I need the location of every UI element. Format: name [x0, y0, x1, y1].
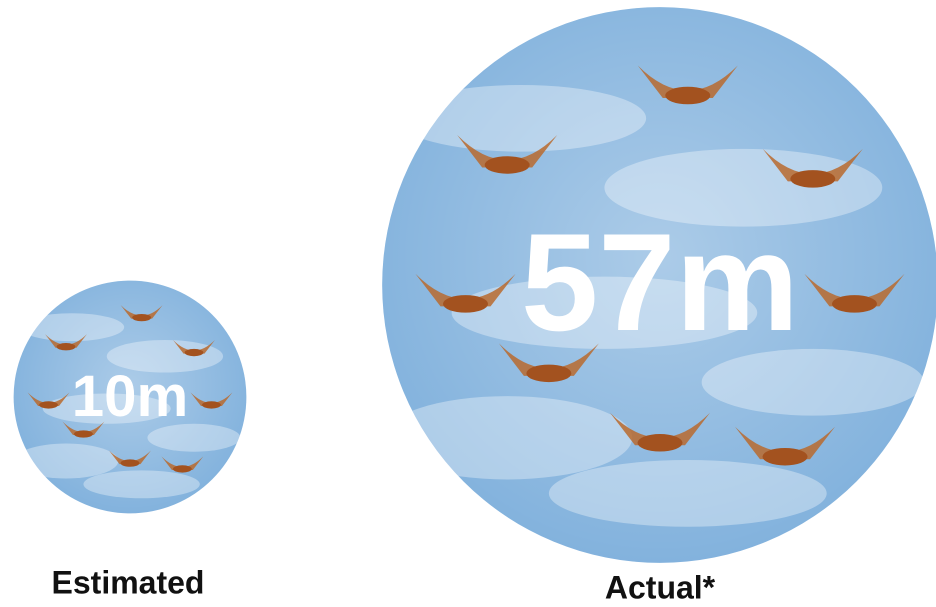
cloud — [382, 396, 632, 479]
bird-body — [74, 430, 93, 437]
bird-body — [790, 170, 835, 188]
bird-body — [121, 459, 140, 466]
category-label: Actual* — [605, 569, 716, 605]
bird-body — [832, 295, 877, 313]
bird-body — [763, 448, 808, 466]
page: {"chart_data": {"type": "proportional-ar… — [0, 0, 936, 607]
bird-body — [57, 343, 76, 350]
value-label: 57m — [521, 205, 799, 360]
cloud — [396, 85, 646, 152]
bird-body — [443, 295, 488, 313]
chart: 10m Estimated 57m Actual* — [0, 0, 936, 607]
bird-body — [485, 156, 530, 174]
bird-body — [39, 401, 58, 408]
cloud — [549, 460, 827, 527]
cloud — [14, 444, 119, 479]
bird-body — [637, 434, 682, 452]
bird-body — [132, 314, 151, 321]
value-label: 10m — [72, 364, 188, 429]
bird-body — [185, 349, 204, 356]
bird-body — [665, 87, 710, 105]
bird-body — [173, 465, 192, 472]
category-label: Estimated — [52, 564, 205, 600]
bird-body — [202, 401, 221, 408]
cloud — [19, 313, 124, 341]
bird-body — [526, 365, 571, 383]
cloud — [83, 470, 199, 498]
